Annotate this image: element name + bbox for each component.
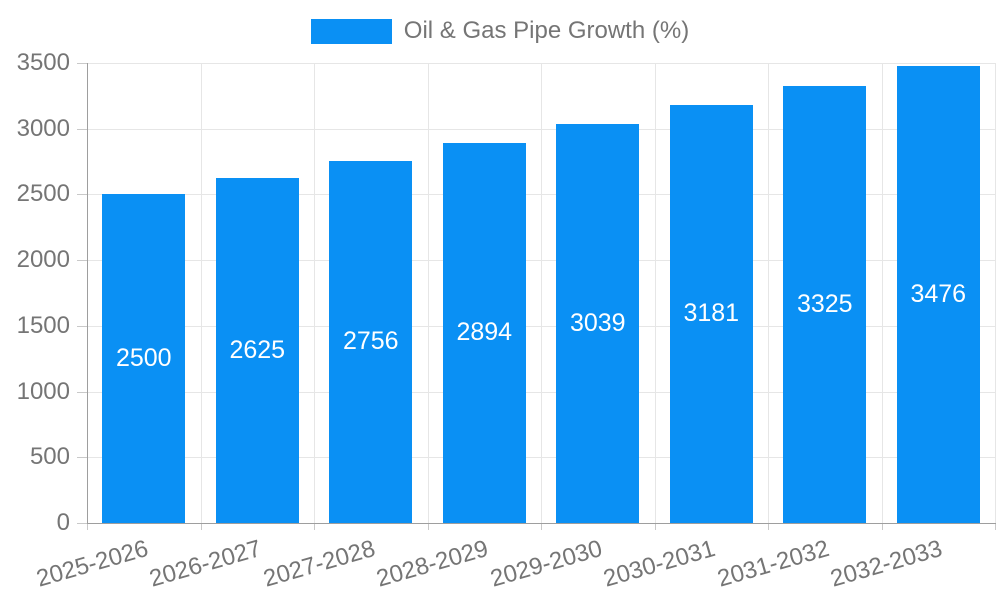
bar[interactable]: 2756: [329, 160, 413, 523]
bar[interactable]: 2500: [102, 194, 186, 523]
y-tick-mark: [77, 194, 87, 196]
x-gridline: [541, 63, 542, 523]
bar-value-label: 2894: [456, 318, 513, 347]
x-axis-label: 2031-2032: [714, 535, 833, 593]
y-axis-label: 1500: [16, 311, 70, 339]
bar[interactable]: 3181: [669, 104, 753, 523]
x-axis-label: 2027-2028: [260, 535, 379, 593]
x-tick-mark: [654, 523, 656, 530]
x-tick-mark: [427, 523, 429, 530]
x-gridline: [881, 63, 883, 523]
y-tick-mark: [77, 325, 87, 327]
bar-value-label: 3325: [796, 290, 853, 318]
bar[interactable]: 3039: [556, 123, 640, 523]
x-gridline: [995, 63, 996, 523]
x-axis-label: 2026-2027: [146, 535, 265, 593]
bar-value-label: 2625: [229, 336, 286, 364]
legend-swatch: [310, 18, 392, 44]
x-tick-mark: [314, 523, 315, 530]
x-axis-label: 2029-2030: [487, 535, 606, 593]
y-axis-line: [87, 63, 88, 523]
y-tick-mark: [77, 63, 87, 64]
x-tick-mark: [87, 523, 88, 530]
bar-value-label: 2756: [342, 327, 399, 356]
y-tick-mark: [77, 391, 87, 393]
bar-value-label: 2500: [115, 344, 172, 373]
y-axis-label: 500: [29, 443, 70, 471]
x-tick-mark: [768, 523, 769, 530]
y-axis-label: 2500: [16, 180, 70, 208]
x-gridline: [200, 63, 202, 523]
x-gridline: [654, 63, 656, 523]
x-tick-mark: [995, 523, 996, 530]
bar[interactable]: 2894: [442, 142, 526, 523]
bar[interactable]: 2625: [215, 178, 299, 523]
y-axis-label: 3500: [16, 49, 70, 76]
bar[interactable]: 3476: [896, 66, 980, 523]
y-tick-mark: [77, 523, 87, 524]
bar-value-label: 3181: [683, 299, 740, 328]
y-axis-label: 1000: [16, 377, 70, 405]
bar-value-label: 3039: [569, 308, 626, 337]
y-tick-mark: [77, 260, 87, 262]
x-tick-mark: [200, 523, 202, 530]
y-axis-label: 3000: [16, 114, 70, 142]
y-axis-label: 2000: [16, 246, 70, 274]
x-gridline: [768, 63, 769, 523]
y-tick-mark: [77, 457, 87, 459]
x-tick-mark: [881, 523, 883, 530]
x-gridline: [314, 63, 315, 523]
x-axis-line: [87, 523, 996, 524]
x-axis-label: 2028-2029: [373, 535, 492, 593]
x-tick-mark: [541, 523, 542, 530]
x-axis-label: 2030-2031: [600, 535, 719, 593]
legend[interactable]: Oil & Gas Pipe Growth (%): [0, 17, 1000, 45]
x-gridline: [427, 63, 429, 523]
y-axis-label: 0: [56, 509, 70, 536]
bar-value-label: 3476: [910, 280, 967, 309]
y-tick-mark: [77, 128, 87, 130]
legend-label: Oil & Gas Pipe Growth (%): [403, 17, 690, 44]
x-axis-label: 2032-2033: [827, 535, 946, 593]
bar[interactable]: 3325: [783, 86, 867, 523]
x-axis-label: 2025-2026: [33, 535, 152, 593]
